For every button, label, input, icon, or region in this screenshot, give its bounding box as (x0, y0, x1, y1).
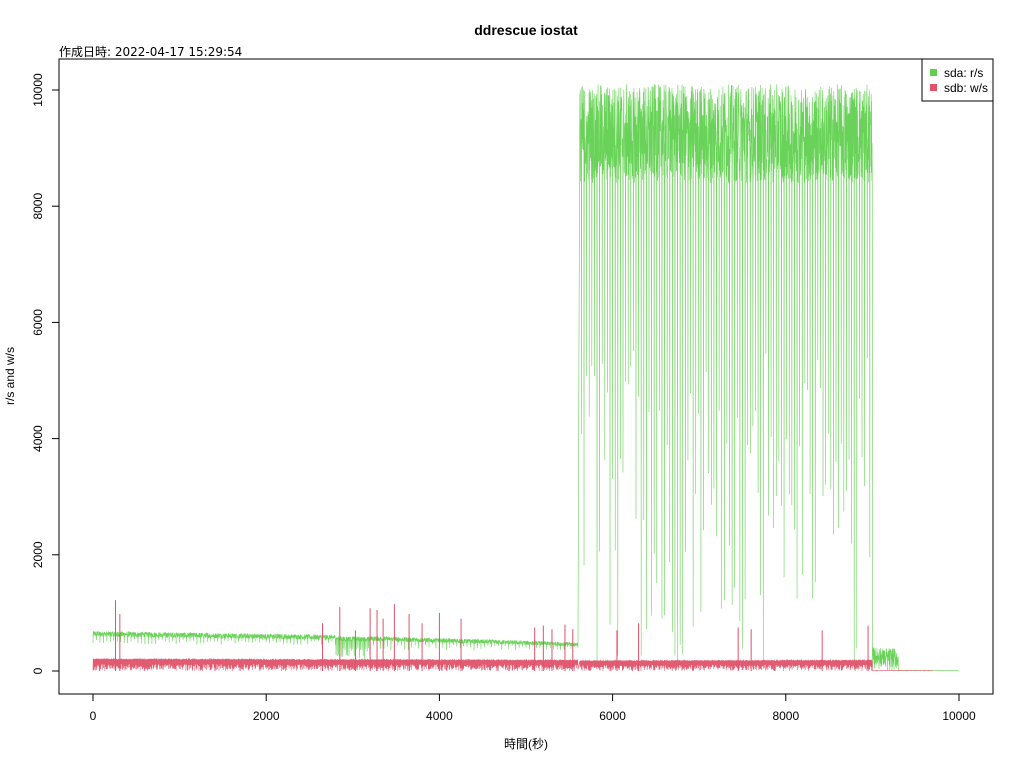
y-tick-label: 10000 (31, 73, 45, 107)
y-tick-label: 4000 (31, 425, 45, 452)
x-axis-label: 時間(秒) (504, 737, 548, 751)
series-line-sdb (92, 657, 934, 672)
x-tick-label: 8000 (772, 709, 799, 723)
legend-label-sda: sda: r/s (944, 66, 983, 80)
legend-box (921, 58, 994, 102)
x-tick-label: 6000 (599, 709, 626, 723)
x-tick-label: 2000 (253, 709, 280, 723)
x-tick-label: 10000 (942, 709, 976, 723)
y-axis-label: r/s and w/s (3, 347, 17, 405)
y-tick-label: 0 (31, 667, 45, 674)
legend-swatch-sda (930, 69, 937, 76)
series-layer (92, 84, 960, 672)
y-tick-label: 2000 (31, 541, 45, 568)
legend-swatch-sdb (930, 84, 937, 91)
x-tick-label: 0 (90, 709, 97, 723)
y-axis: 0 2000 4000 6000 8000 10000 (31, 73, 60, 674)
x-axis: 0 2000 4000 6000 8000 10000 (90, 693, 976, 723)
chart-subtitle: 作成日時: 2022-04-17 15:29:54 (59, 45, 242, 59)
chart-title: ddrescue iostat (474, 22, 578, 38)
x-tick-label: 4000 (426, 709, 453, 723)
legend: sda: r/s sdb: w/s (921, 58, 994, 102)
y-tick-label: 8000 (31, 193, 45, 220)
series-line-sda (92, 84, 960, 672)
legend-label-sdb: sdb: w/s (944, 81, 988, 95)
y-tick-label: 6000 (31, 309, 45, 336)
